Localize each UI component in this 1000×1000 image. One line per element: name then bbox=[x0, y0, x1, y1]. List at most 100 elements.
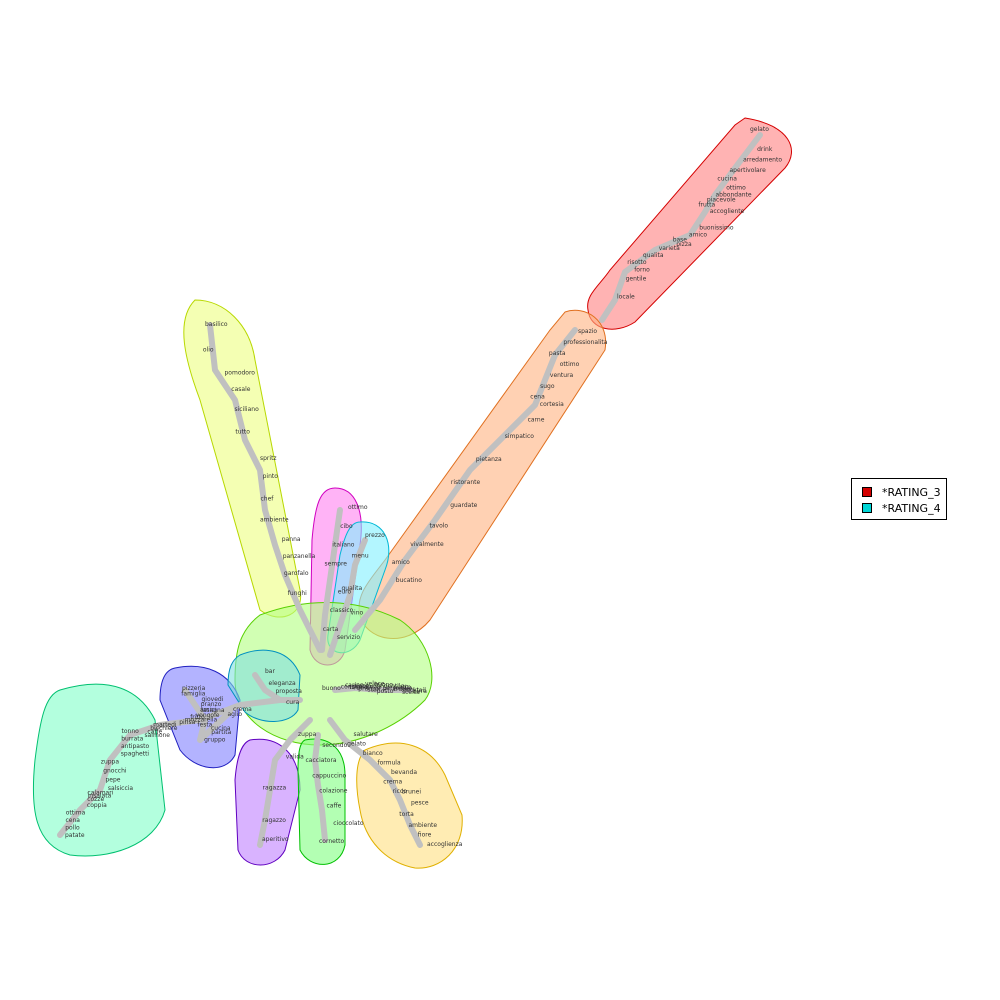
cluster-hull-orange bbox=[358, 309, 607, 639]
node-label: buonissimo bbox=[699, 224, 734, 231]
node-label: menu bbox=[352, 552, 369, 559]
node-label: ambiente bbox=[409, 822, 438, 829]
node-label: staff bbox=[368, 687, 382, 694]
node-label: cortesia bbox=[540, 401, 564, 408]
cluster-edge-lightgreen bbox=[312, 732, 328, 843]
node-label: vongole bbox=[196, 712, 220, 719]
node-label: sugo bbox=[540, 383, 555, 390]
node-label: ventura bbox=[550, 372, 574, 379]
legend-label-rating-3: *RATING_3 bbox=[882, 485, 941, 499]
node-label: ottimo bbox=[348, 504, 368, 511]
node-label: locale bbox=[617, 293, 635, 300]
node-label: birra bbox=[413, 688, 427, 695]
node-label: ristorante bbox=[451, 479, 481, 486]
node-label: crudo bbox=[393, 686, 410, 693]
node-label: veloce bbox=[365, 680, 385, 687]
node-label: gentile bbox=[626, 275, 647, 282]
node-label: pinsa bbox=[179, 719, 195, 726]
cluster-edge-green bbox=[332, 685, 413, 693]
cluster-edge-orange bbox=[352, 327, 578, 633]
node-label: cibo bbox=[340, 523, 353, 530]
cluster-edge-red bbox=[599, 132, 763, 323]
node-label: ottimo bbox=[726, 184, 746, 191]
node-label: base bbox=[673, 236, 688, 243]
cluster-edge-mint bbox=[57, 697, 283, 838]
node-label: formula bbox=[378, 760, 401, 767]
node-label: funghi bbox=[288, 590, 307, 597]
node-label: prezzo bbox=[365, 532, 385, 539]
node-label: pinto bbox=[263, 473, 279, 480]
node-label: pesce bbox=[411, 800, 429, 807]
cluster-edge-magenta bbox=[319, 507, 343, 653]
node-label: tutto bbox=[235, 429, 250, 436]
node-label: posto bbox=[377, 688, 394, 695]
node-label: partita bbox=[211, 729, 231, 736]
node-label: festa bbox=[197, 722, 212, 729]
node-label: ottima bbox=[66, 809, 86, 816]
node-label: colazione bbox=[319, 788, 348, 795]
node-label: drink bbox=[757, 146, 773, 153]
node-label: bianco bbox=[363, 750, 383, 757]
node-label: classico bbox=[330, 607, 354, 614]
node-label: pepe bbox=[106, 776, 121, 783]
node-label: torta bbox=[399, 811, 414, 818]
node-labels: gelato drink arredamento apertivolare cucina… bbox=[65, 126, 782, 848]
node-label: buono bbox=[374, 682, 393, 689]
node-label: pranzo bbox=[358, 685, 379, 692]
cluster-edge-light-yellow bbox=[327, 717, 423, 848]
node-label: piacevole bbox=[353, 683, 382, 690]
node-label: cucina bbox=[211, 725, 231, 732]
node-label: lasagna bbox=[201, 707, 225, 714]
node-label: tavolo bbox=[349, 684, 368, 691]
node-label: sempre bbox=[325, 561, 348, 568]
node-label: siciliano bbox=[235, 406, 260, 413]
node-label: aglio bbox=[228, 711, 243, 718]
node-label: pollo bbox=[65, 825, 80, 832]
node-label: chef bbox=[261, 495, 275, 502]
node-label: salsiccia bbox=[108, 785, 134, 792]
node-label: burrata bbox=[121, 736, 143, 743]
node-label: scelta bbox=[402, 689, 420, 696]
legend-swatch-rating-3 bbox=[862, 487, 872, 497]
legend-label-rating-4: *RATING_4 bbox=[882, 501, 941, 515]
node-label: patate bbox=[65, 832, 85, 839]
node-label: ragazzo bbox=[262, 817, 286, 824]
node-label: zuppa bbox=[298, 731, 317, 738]
node-label: panna bbox=[282, 536, 301, 543]
node-label: professionalita bbox=[563, 339, 607, 346]
node-label: apertivolare bbox=[730, 167, 767, 174]
node-label: accogliente bbox=[710, 208, 745, 215]
node-label: italiano bbox=[332, 542, 355, 549]
node-label: giovedi bbox=[202, 696, 224, 703]
node-label: zuppa bbox=[101, 759, 120, 766]
node-label: cioccolato bbox=[333, 820, 364, 827]
node-label: crema bbox=[383, 779, 402, 786]
graph-edges bbox=[57, 132, 763, 848]
cluster-edge-violet bbox=[257, 717, 313, 848]
node-label: amico bbox=[392, 559, 410, 566]
node-label: caffe bbox=[147, 729, 162, 736]
node-label: ragazza bbox=[263, 784, 287, 791]
node-label: olio bbox=[203, 347, 214, 354]
node-label: abbondante bbox=[716, 192, 752, 199]
node-label: basilico bbox=[205, 321, 228, 328]
node-label: bevanda bbox=[391, 769, 417, 776]
node-label: bar bbox=[265, 668, 275, 675]
node-label: aperitivo bbox=[262, 836, 289, 843]
node-label: eleganza bbox=[269, 680, 296, 687]
cluster-hull-mint bbox=[32, 683, 166, 857]
node-label: cura bbox=[286, 699, 300, 706]
node-label: cena bbox=[66, 817, 81, 824]
node-label: vivalmente bbox=[410, 541, 444, 548]
node-label: martedi bbox=[153, 721, 177, 728]
node-label: carino bbox=[345, 682, 364, 689]
node-label: proposta bbox=[276, 688, 303, 695]
cluster-hull-red bbox=[587, 117, 792, 330]
node-label: frutta bbox=[698, 202, 715, 209]
node-label: insalata bbox=[88, 792, 112, 799]
node-label: piatto bbox=[394, 684, 412, 691]
node-label: carta bbox=[323, 626, 339, 633]
node-label: coppia bbox=[87, 802, 107, 809]
node-label: pasta bbox=[549, 350, 566, 357]
